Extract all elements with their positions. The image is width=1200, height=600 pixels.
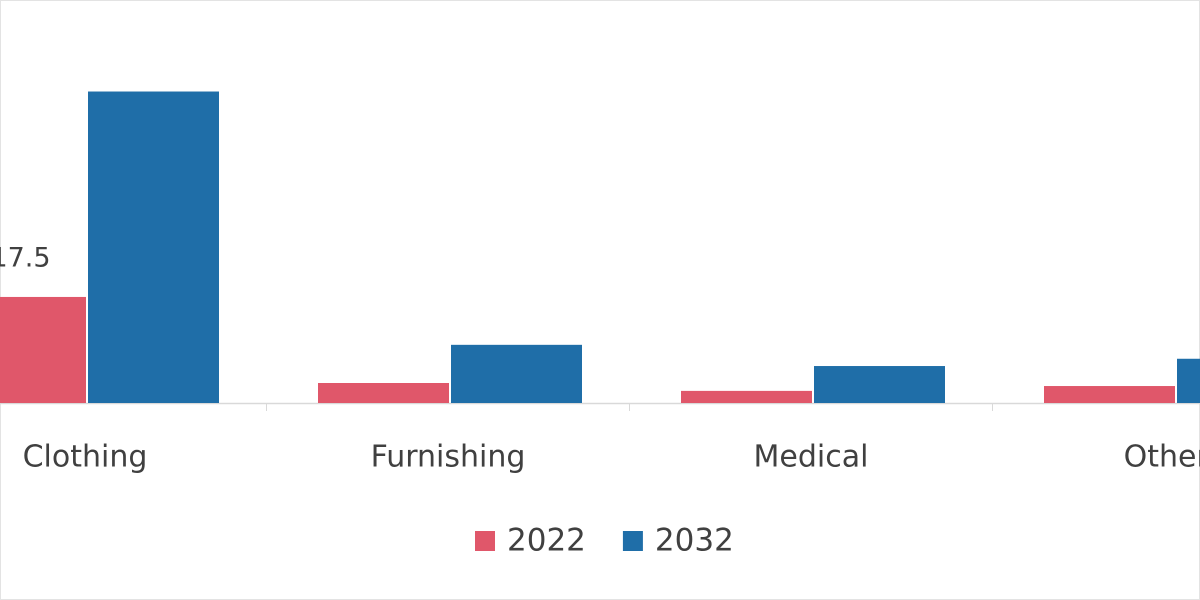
legend-swatch: [475, 531, 495, 551]
bar: [681, 390, 812, 403]
x-tick-label: Furnishing: [371, 440, 526, 475]
bar: [814, 366, 945, 403]
x-tick-label: Medical: [754, 440, 869, 475]
bar: [0, 296, 86, 403]
legend-swatch: [622, 531, 643, 551]
bar: [1177, 358, 1200, 403]
legend-label: 2032: [655, 523, 734, 559]
bar: [451, 344, 582, 403]
data-label: 17.5: [0, 242, 51, 273]
bar: [88, 91, 219, 404]
bar: [318, 383, 449, 403]
x-tick-label: Others: [1124, 440, 1200, 475]
bar: [1044, 386, 1175, 403]
legend-label: 2022: [507, 523, 586, 559]
x-tick-label: Clothing: [23, 440, 148, 475]
